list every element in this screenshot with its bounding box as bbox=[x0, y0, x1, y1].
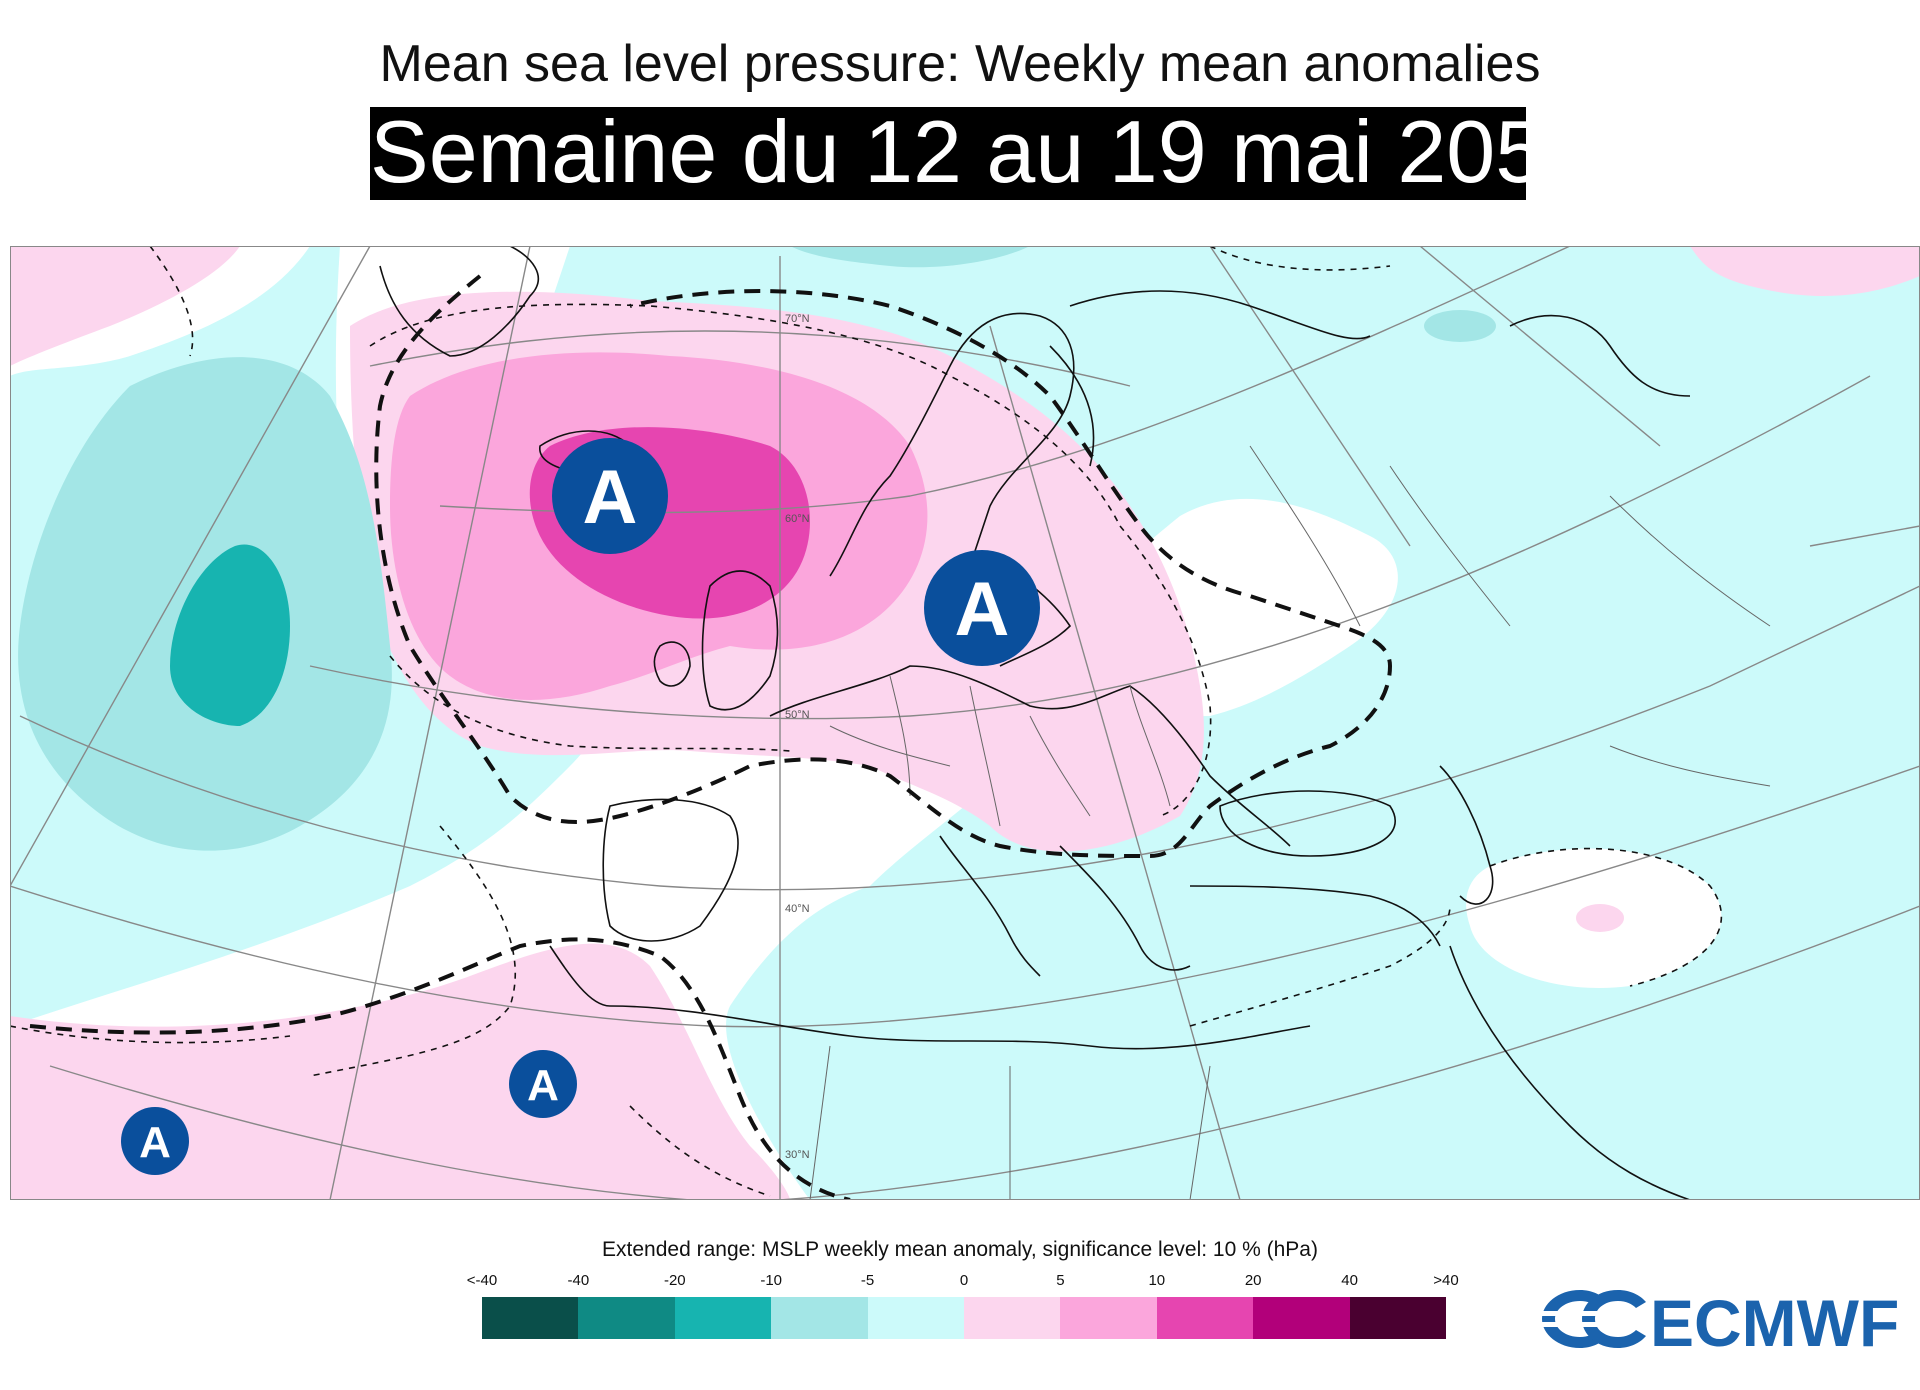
negative-anomaly-strong bbox=[170, 544, 290, 726]
high-pressure-label: A bbox=[527, 1061, 559, 1110]
latitude-labels: 70°N 60°N 50°N 40°N 30°N bbox=[785, 313, 810, 1161]
positive-anomaly-greenland bbox=[10, 246, 240, 366]
ecmwf-logo-text: ECMWF bbox=[1650, 1286, 1898, 1354]
colorbar-tick-label: 10 bbox=[1148, 1272, 1166, 1289]
high-pressure-marker-canaries: A bbox=[509, 1050, 577, 1118]
colorbar bbox=[482, 1297, 1447, 1339]
colorbar-tick-label: -20 bbox=[663, 1272, 686, 1289]
high-pressure-marker-poland: A bbox=[924, 550, 1040, 666]
subtitle-background bbox=[370, 107, 1526, 200]
colorbar-tick-label: 0 bbox=[959, 1272, 969, 1289]
high-pressure-marker-subtropical: A bbox=[121, 1107, 189, 1175]
colorbar-segment bbox=[1349, 1297, 1447, 1339]
anomaly-map: 70°N 60°N 50°N 40°N 30°N A A A A bbox=[10, 246, 1920, 1200]
colorbar-segment bbox=[867, 1297, 965, 1339]
lat-60-label: 60°N bbox=[785, 513, 810, 525]
colorbar-segment bbox=[482, 1297, 579, 1339]
legend-title: Extended range: MSLP weekly mean anomaly… bbox=[602, 1238, 1318, 1261]
negative-anomaly-siberia-patch bbox=[1424, 310, 1496, 342]
country-borders bbox=[809, 445, 1771, 1200]
positive-anomaly-siberia bbox=[1690, 246, 1920, 296]
colorbar-tick-label: 40 bbox=[1341, 1272, 1358, 1289]
contour-lines-bold bbox=[29, 274, 1393, 1200]
colorbar-segment bbox=[771, 1297, 868, 1339]
colorbar-tick-label: 20 bbox=[1244, 1272, 1262, 1289]
colorbar-tick-label: -10 bbox=[760, 1272, 783, 1289]
high-pressure-label: A bbox=[583, 455, 638, 540]
colorbar-segment bbox=[578, 1297, 675, 1339]
lat-40-label: 40°N bbox=[785, 903, 810, 915]
negative-anomaly-arctic bbox=[790, 246, 1030, 268]
ecmwf-logo: ECMWF bbox=[1538, 1286, 1898, 1354]
map-title: Mean sea level pressure: Weekly mean ano… bbox=[379, 35, 1541, 93]
contour-lines-fine bbox=[10, 246, 1723, 1197]
colorbar-tick-label: <-40 bbox=[466, 1272, 498, 1289]
colorbar-segment bbox=[1156, 1297, 1254, 1339]
colorbar-tick-label: -5 bbox=[860, 1272, 875, 1289]
colorbar-tick-label: >40 bbox=[1433, 1272, 1459, 1289]
high-pressure-marker-atlantic: A bbox=[552, 438, 668, 554]
map-subtitle: Semaine du 12 au 19 mai 205 bbox=[370, 102, 1545, 201]
colorbar-segment bbox=[1060, 1297, 1157, 1339]
high-pressure-label: A bbox=[955, 567, 1010, 652]
ecmwf-logo-icon bbox=[1538, 1290, 1650, 1348]
positive-anomaly-south bbox=[10, 943, 790, 1200]
colorbar-tick-label: 5 bbox=[1056, 1272, 1065, 1289]
colorbar-tick-label: -40 bbox=[567, 1272, 590, 1289]
positive-eastern-med bbox=[1576, 904, 1624, 932]
lat-50-label: 50°N bbox=[785, 709, 810, 721]
high-pressure-label: A bbox=[139, 1118, 171, 1167]
lat-30-label: 30°N bbox=[785, 1149, 810, 1161]
colorbar-segment bbox=[964, 1297, 1061, 1339]
lat-70-label: 70°N bbox=[785, 313, 810, 325]
colorbar-segment bbox=[674, 1297, 772, 1339]
colorbar-segment bbox=[1253, 1297, 1350, 1339]
